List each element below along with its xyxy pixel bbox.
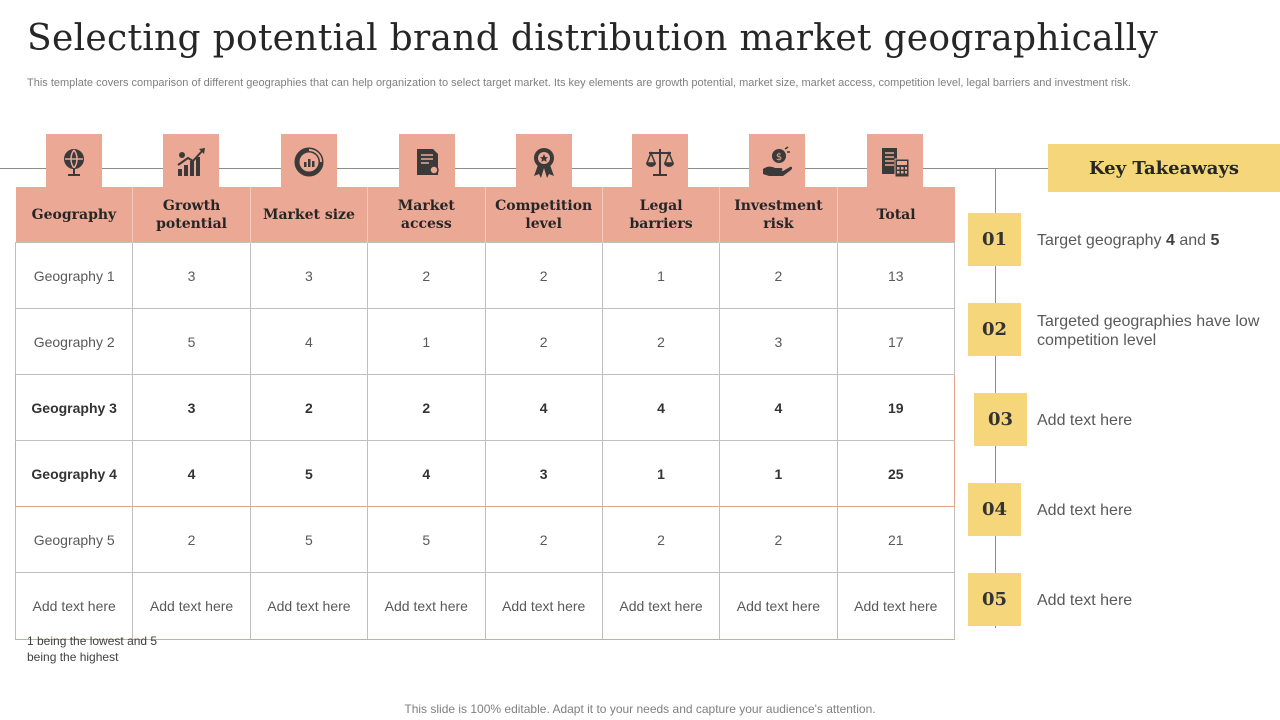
takeaway-text-05: Add text here <box>1037 592 1133 609</box>
table-header-row: Geography Growth potential Market size M… <box>15 187 955 243</box>
table-cell: 3 <box>132 242 251 309</box>
table-cell: 2 <box>484 506 603 573</box>
table-cell: 5 <box>249 440 369 507</box>
table-cell: 5 <box>249 506 369 573</box>
table-cell: Add text here <box>132 572 251 640</box>
table-cell: 4 <box>367 440 486 507</box>
total-cell: 13 <box>836 242 956 309</box>
table-row-highlighted: Geography 4 4 5 4 3 1 1 25 <box>14 440 956 507</box>
row-geography-cell: Geography 1 <box>14 242 134 309</box>
table-cell: 2 <box>484 308 603 375</box>
takeaway-text-part: Target geography <box>1037 232 1166 249</box>
takeaway-text-emphasis: 4 <box>1165 232 1175 249</box>
column-header-competition-level: Competition level <box>485 187 603 243</box>
award-badge-icon <box>516 134 572 190</box>
scale-note: 1 being the lowest and 5 being the highe… <box>27 634 158 664</box>
table-cell: 2 <box>484 242 603 309</box>
page-title: Selecting potential brand distribution m… <box>27 18 1159 59</box>
table-cell: 2 <box>249 374 369 441</box>
total-cell: 19 <box>836 374 956 441</box>
row-geography-cell: Geography 3 <box>14 374 134 441</box>
takeaway-text-part: and <box>1174 232 1211 249</box>
table-cell: 4 <box>719 374 838 441</box>
table-cell: 1 <box>601 440 721 507</box>
table-cell: 2 <box>132 506 251 573</box>
column-header-investment-risk: Investment risk <box>719 187 838 243</box>
total-cell: 21 <box>836 506 956 573</box>
table-row: Geography 2 5 4 1 2 2 3 17 <box>14 308 956 375</box>
table-cell: Add text here <box>484 572 603 640</box>
takeaway-number-05: 05 <box>968 573 1021 626</box>
table-cell: 2 <box>601 308 721 375</box>
total-cell: 25 <box>836 440 956 507</box>
takeaway-text-01: Target geography 4 and 5 <box>1037 231 1267 250</box>
footer-text: This slide is 100% editable. Adapt it to… <box>404 702 876 716</box>
table-cell: 3 <box>249 242 369 309</box>
connector-line-right <box>996 168 1048 169</box>
row-geography-cell: Geography 5 <box>14 506 134 573</box>
table-cell: 3 <box>719 308 838 375</box>
column-header-total: Total <box>837 187 955 243</box>
table-cell: 5 <box>132 308 251 375</box>
table-cell: 4 <box>132 440 251 507</box>
donut-chart-icon <box>281 134 337 190</box>
total-cell: 17 <box>836 308 956 375</box>
table-cell: 4 <box>249 308 369 375</box>
takeaway-text-04: Add text here <box>1037 502 1133 519</box>
table-cell: 2 <box>719 506 838 573</box>
column-header-legal-barriers: Legal barriers <box>602 187 721 243</box>
row-geography-cell: Geography 4 <box>14 440 134 507</box>
growth-chart-icon <box>163 134 219 190</box>
table-cell: 1 <box>601 242 721 309</box>
column-header-geography: Geography <box>15 187 134 243</box>
takeaway-number-01: 01 <box>968 213 1021 266</box>
row-geography-cell: Add text here <box>14 572 134 640</box>
table-row: Geography 5 2 5 5 2 2 2 21 <box>14 506 956 573</box>
scales-icon <box>632 134 688 190</box>
page-subtitle: This template covers comparison of diffe… <box>27 77 1131 89</box>
table-cell: 2 <box>367 374 486 441</box>
table-cell: 1 <box>719 440 838 507</box>
table-cell: 3 <box>132 374 251 441</box>
table-cell: Add text here <box>601 572 721 640</box>
row-geography-cell: Geography 2 <box>14 308 134 375</box>
takeaway-number-03: 03 <box>974 393 1027 446</box>
takeaway-text-03: Add text here <box>1037 412 1133 429</box>
connector-line-left <box>0 168 996 169</box>
column-header-market-size: Market size <box>250 187 369 243</box>
table-row-highlighted: Geography 3 3 2 2 4 4 4 19 <box>14 374 956 441</box>
column-header-market-access: Market access <box>367 187 486 243</box>
money-hand-icon: $ <box>749 134 805 190</box>
table-cell: 1 <box>367 308 486 375</box>
table-cell: 4 <box>484 374 603 441</box>
table-row: Add text here Add text here Add text her… <box>14 572 956 640</box>
globe-icon <box>46 134 102 190</box>
table-row: Geography 1 3 3 2 2 1 2 13 <box>14 242 956 309</box>
table-cell: Add text here <box>249 572 369 640</box>
svg-text:$: $ <box>776 152 782 163</box>
table-cell: 4 <box>601 374 721 441</box>
total-cell: Add text here <box>836 572 956 640</box>
table-cell: 2 <box>601 506 721 573</box>
table-cell: Add text here <box>367 572 486 640</box>
takeaway-number-02: 02 <box>968 303 1021 356</box>
table-cell: 2 <box>719 242 838 309</box>
column-header-growth-potential: Growth potential <box>132 187 251 243</box>
table-cell: 5 <box>367 506 486 573</box>
takeaway-number-04: 04 <box>968 483 1021 536</box>
table-cell: Add text here <box>719 572 838 640</box>
table-cell: 2 <box>367 242 486 309</box>
comparison-table: Geography Growth potential Market size M… <box>14 187 956 640</box>
key-takeaways-header: Key Takeaways <box>1048 144 1280 192</box>
table-cell: 3 <box>484 440 603 507</box>
takeaway-text-02: Targeted geographies have low competitio… <box>1037 313 1260 349</box>
document-icon <box>399 134 455 190</box>
calculator-icon <box>867 134 923 190</box>
takeaway-text-emphasis: 5 <box>1210 232 1220 249</box>
